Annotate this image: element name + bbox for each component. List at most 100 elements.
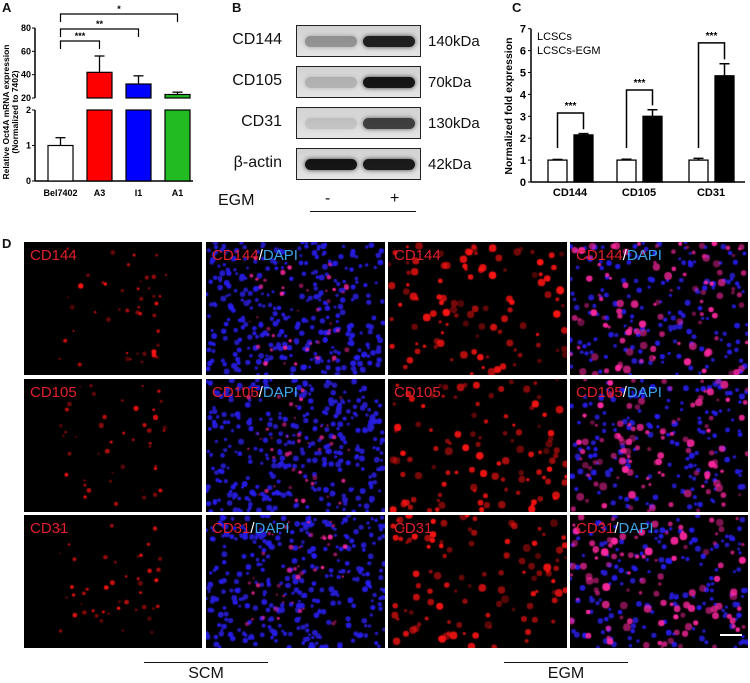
dapi-label: DAPI [262,384,298,401]
micrograph-cd105-egm-merge: CD105/DAPI [570,379,748,512]
significance-bracket [697,42,726,149]
x-tick-label: CD144 [553,187,588,199]
blot-strip-0 [296,25,421,57]
molecular-weight-label: 140kDa [428,33,480,50]
marker-label: CD105 [394,384,441,401]
marker-name: CD31 [576,520,615,537]
significance-bracket [59,40,101,49]
fluorescence-image [24,379,202,512]
marker-label: CD31 [394,520,432,537]
marker-name: CD31 [394,520,433,537]
egm-group-line [504,662,628,663]
plus-label: + [390,190,400,207]
fluorescence-image [206,242,385,375]
legend-lcscs-egm: LCSCs-EGM [537,45,601,57]
panel-label-c: C [512,0,522,15]
y-tick-label: 20 [21,93,31,103]
chart-c-fold-expression: Normalized fold expression LCSCs LCSCs-E… [503,24,745,199]
significance-bracket [625,89,654,149]
blot-strip-1 [296,66,421,98]
micrograph-cd105-egm: CD105 [388,379,567,512]
bar-I1-upper [125,83,152,99]
fluorescence-image [206,379,385,512]
scale-bar [720,634,742,636]
band-minus [305,36,357,47]
y-tick-label: 6 [520,46,526,58]
micrograph-cd144-scm: CD144 [24,242,202,375]
band-plus [363,159,415,170]
marker-name: CD31 [212,520,251,537]
y-tick-label: 0 [26,176,31,186]
significance-label: ** [96,19,104,29]
marker-name: CD105 [30,384,77,401]
egm-treatment-label: EGM [218,192,255,209]
blot-strip-2 [296,107,421,139]
fluorescence-image [24,242,202,375]
fluorescence-image [570,515,748,648]
bar-CD31-LCSCs [688,159,709,183]
fluorescence-image [206,515,385,648]
bar-Bel7402 [47,144,74,182]
molecular-weight-label: 70kDa [428,74,472,91]
scm-group-label: SCM [188,665,224,682]
dapi-label: DAPI [626,247,662,264]
band-plus [363,77,415,88]
protein-label: CD31 [241,113,282,130]
micrograph-cd144-scm-merge: CD144/DAPI [206,242,385,375]
bar-CD105-LCSCs-EGM [642,115,663,183]
bar-I1-lower [125,109,152,182]
panel-label-b: B [232,0,242,15]
fluorescence-image [388,379,567,512]
micrograph-cd31-egm-merge: CD31/DAPI [570,515,748,648]
bar-A3-upper [86,71,113,99]
bar-CD105-LCSCs [616,159,637,183]
significance-bracket [556,112,585,149]
marker-name: CD144 [576,247,623,264]
marker-name: CD144 [30,247,77,264]
molecular-weight-label: 130kDa [428,115,480,132]
significance-label: *** [706,31,718,42]
band-minus [305,159,357,170]
minus-label: - [325,190,331,207]
treatment-line [310,211,416,212]
x-tick-label: CD105 [622,187,656,199]
micrograph-cd144-egm-merge: CD144/DAPI [570,242,748,375]
significance-label: *** [75,31,86,41]
y-tick-label: 3 [520,111,526,123]
marker-name: CD144 [212,247,259,264]
fluorescence-image [388,242,567,375]
bar-CD144-LCSCs [547,159,568,183]
micrograph-cd144-egm: CD144 [388,242,567,375]
protein-label: β-actin [233,154,282,171]
y-tick-label: 2 [26,105,31,115]
marker-label: CD105/DAPI [212,384,298,401]
y-tick-label: 2 [520,133,526,145]
fluorescence-image [570,379,748,512]
band-plus [363,118,415,129]
slash: / [258,384,263,401]
panel-label-d: D [2,236,12,251]
slash: / [250,520,255,537]
significance-label: *** [565,101,577,112]
marker-label: CD144 [394,247,441,264]
marker-name: CD105 [212,384,259,401]
x-tick-label: CD31 [697,187,725,199]
significance-bracket [59,28,140,37]
y-tick-label: 1 [520,155,526,167]
marker-label: CD31/DAPI [212,520,290,537]
dapi-label: DAPI [626,384,662,401]
x-tick-label: Bel7402 [43,188,77,198]
y-tick-label: 80 [21,23,31,33]
fluorescence-image [570,242,748,375]
marker-label: CD144/DAPI [576,247,662,264]
micrograph-cd105-scm: CD105 [24,379,202,512]
significance-label: *** [634,78,646,89]
y-tick-label: 1 [26,141,31,151]
y-tick-label: 4 [520,89,527,101]
protein-label: CD105 [232,72,282,89]
slash: / [622,384,627,401]
significance-bracket [59,13,179,22]
marker-label: CD31 [30,520,68,537]
micrograph-cd31-egm: CD31 [388,515,567,648]
significance-label: * [117,4,121,14]
